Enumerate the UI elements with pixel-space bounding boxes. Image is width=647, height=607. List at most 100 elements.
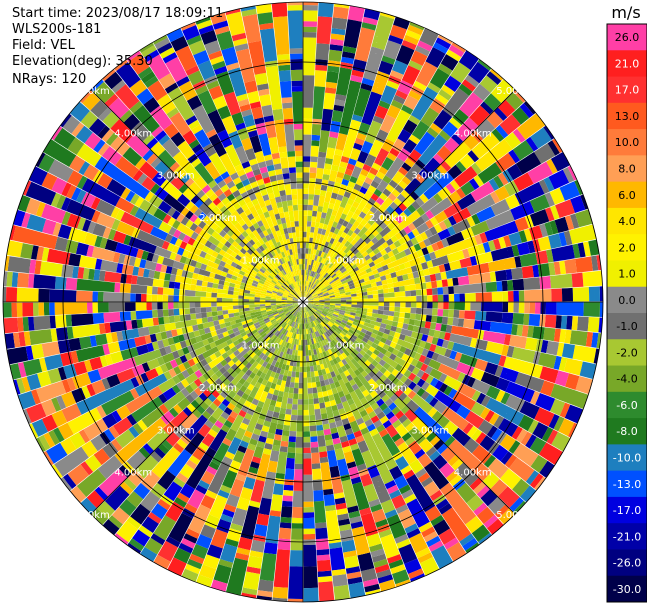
ray-gate-group: [306, 306, 364, 388]
ray-gate-group: [416, 378, 426, 388]
ray-gate-group: [564, 329, 572, 344]
ray-gate-group: [414, 131, 436, 155]
ray-gate-group: [214, 175, 224, 184]
ray-gate-group: [184, 305, 271, 321]
ray-gate-group: [311, 250, 323, 277]
ray-gate-group: [237, 536, 253, 551]
ray-gate-group: [445, 267, 469, 279]
ray-gate-group: [285, 360, 294, 388]
ray-gate-group: [308, 302, 411, 314]
ray-gate-group: [125, 190, 136, 203]
ray-gate-group: [96, 368, 177, 419]
ray-gate-group: [53, 390, 135, 443]
ray-gate-group: [447, 101, 536, 180]
ray-gate-group: [118, 338, 137, 351]
ray-gate-group: [350, 209, 391, 253]
ray-gate-group: [185, 307, 295, 385]
ray-gate-group: [130, 432, 205, 525]
ray-gate-group: [94, 156, 150, 200]
ray-gate-group: [222, 469, 238, 489]
ray-gate-group: [177, 193, 191, 207]
ray-gate-group: [354, 27, 376, 62]
ray-gate-group: [320, 75, 498, 282]
ray-gate-group: [304, 12, 396, 297]
ray-gate-group: [43, 386, 163, 466]
ray-gate-group: [61, 197, 71, 211]
ray-gate-group: [325, 158, 333, 165]
ray-gate-group: [337, 458, 350, 477]
ray-gate-group: [164, 327, 228, 355]
ray-gate-group: [188, 119, 298, 293]
ray-gate-group: [325, 33, 345, 89]
ray-gate-group: [199, 346, 238, 375]
ray-gate-group: [305, 194, 315, 249]
ray-gate-group: [303, 307, 352, 532]
ray-gate-group: [258, 435, 267, 443]
ray-gate-group: [296, 172, 303, 297]
colorbar-tick-label: 8.0: [618, 163, 636, 176]
ray-gate-group: [373, 120, 430, 197]
ray-gate-group: [99, 317, 159, 335]
ray-gate-group: [397, 40, 433, 95]
ray-gate-group: [97, 125, 110, 139]
ray-gate-group: [81, 385, 91, 399]
ray-gate-group: [331, 476, 362, 580]
ray-gate-group: [284, 468, 295, 480]
ray-gate-group: [464, 310, 557, 328]
ray-gate-group: [313, 314, 379, 390]
ray-gate-group: [157, 287, 164, 295]
ray-gate-group: [309, 118, 322, 174]
ray-gate-group: [290, 53, 303, 60]
ray-gate-group: [374, 148, 390, 167]
ray-gate-group: [398, 166, 409, 176]
colorbar-segment: [607, 207, 647, 235]
ray-gate-group: [198, 479, 210, 490]
ray-gate-group: [213, 466, 259, 584]
ray-gate-group: [461, 374, 540, 420]
ray-gate-group: [183, 533, 198, 544]
ray-gate-group: [249, 550, 264, 558]
ray-gate-group: [141, 176, 156, 191]
ray-gate-group: [348, 510, 361, 519]
ray-gate-group: [310, 189, 410, 295]
ray-gate-group: [254, 117, 265, 125]
ray-gate-group: [49, 302, 55, 316]
ray-gate-group: [433, 109, 453, 130]
ray-gate-group: [325, 315, 411, 370]
ray-gate-group: [480, 489, 498, 507]
ray-gate-group: [305, 306, 383, 429]
ray-gate-group: [210, 318, 253, 337]
ray-gate-group: [324, 316, 507, 445]
ray-gate-group: [104, 93, 119, 108]
ray-gate-group: [350, 351, 410, 415]
ray-gate-group: [495, 269, 507, 282]
ray-gate-group: [370, 415, 415, 480]
ray-gate-group: [280, 506, 293, 518]
ray-gate-group: [318, 2, 334, 18]
ray-gate-group: [429, 273, 437, 282]
ray-gate-group: [318, 251, 494, 299]
ray-gate-group: [307, 305, 365, 350]
colorbar-tick-label: 26.0: [615, 31, 640, 44]
ray-gate-group: [293, 480, 303, 492]
ray-gate-group: [431, 352, 440, 361]
ray-gate-group: [335, 502, 347, 510]
ray-gate-group: [60, 437, 77, 455]
ray-gate-group: [443, 385, 453, 396]
ray-gate-group: [329, 465, 351, 526]
ray-gate-group: [290, 69, 303, 81]
range-ring-label: 4.00km: [454, 468, 492, 479]
ray-gate-group: [172, 219, 181, 230]
ray-gate-group: [326, 323, 396, 390]
ray-gate-group: [561, 287, 573, 302]
ray-gate-group: [150, 141, 285, 283]
ray-gate-group: [209, 310, 297, 412]
ray-gate-group: [518, 414, 554, 442]
ray-gate-group: [78, 161, 90, 176]
ray-gate-group: [139, 161, 159, 180]
ray-gate-group: [325, 87, 337, 94]
ray-gate-group: [308, 303, 536, 363]
ray-gate-group: [176, 459, 198, 484]
ray-gate-group: [194, 129, 230, 180]
ray-gate-group: [403, 210, 435, 235]
